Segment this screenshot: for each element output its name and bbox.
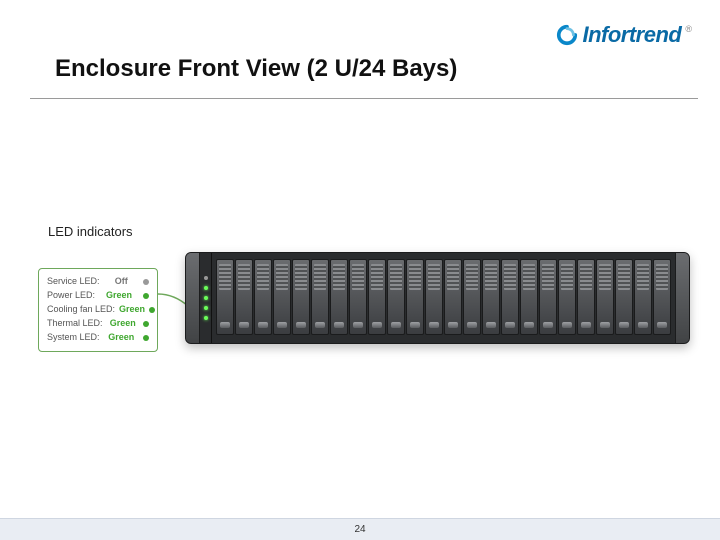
callout-row: Service LED: Off (47, 275, 149, 289)
drive-bay (368, 259, 386, 335)
callout-label: Thermal LED: (47, 317, 103, 331)
drive-bay (615, 259, 633, 335)
led-callout: Service LED:OffPower LED:GreenCooling fa… (38, 268, 158, 352)
footer-bar: 24 (0, 518, 720, 540)
callout-label: Power LED: (47, 289, 95, 303)
drive-bay (539, 259, 557, 335)
callout-dot-icon (149, 307, 155, 313)
enclosure-led-dot (204, 296, 208, 300)
brand-logo: Infortrend ® (556, 22, 692, 48)
drive-bay (596, 259, 614, 335)
drive-bay (577, 259, 595, 335)
callout-label: System LED: (47, 331, 100, 345)
drive-bay (311, 259, 329, 335)
drive-bay (444, 259, 462, 335)
callout-status: Green (106, 289, 132, 303)
callout-row: Power LED: Green (47, 289, 149, 303)
enclosure-led-dot (204, 276, 208, 280)
enclosure-led-dot (204, 286, 208, 290)
drive-bays (212, 253, 675, 343)
callout-row: System LED: Green (47, 331, 149, 345)
drive-bay (349, 259, 367, 335)
led-section-label: LED indicators (48, 224, 133, 239)
drive-bay (235, 259, 253, 335)
callout-label: Service LED: (47, 275, 100, 289)
enclosure-led-dot (204, 316, 208, 320)
callout-row: Thermal LED: Green (47, 317, 149, 331)
brand-registered: ® (685, 24, 692, 34)
callout-label: Cooling fan LED: (47, 303, 115, 317)
enclosure-led-column (200, 253, 212, 343)
drive-bay (387, 259, 405, 335)
drive-bay (653, 259, 671, 335)
enclosure-led-dot (204, 306, 208, 310)
callout-status: Off (115, 275, 128, 289)
callout-status: Green (110, 317, 136, 331)
title-divider (30, 98, 698, 99)
drive-bay (558, 259, 576, 335)
page-number: 24 (354, 524, 365, 535)
drive-bay (482, 259, 500, 335)
page-title: Enclosure Front View (2 U/24 Bays) (55, 55, 690, 93)
callout-dot-icon (143, 293, 149, 299)
enclosure (185, 252, 690, 344)
brand-name: Infortrend (582, 22, 681, 48)
drive-bay (425, 259, 443, 335)
callout-status: Green (119, 303, 145, 317)
drive-bay (273, 259, 291, 335)
drive-bay (501, 259, 519, 335)
drive-bay (406, 259, 424, 335)
rack-ear-right (675, 253, 689, 343)
callout-row: Cooling fan LED: Green (47, 303, 149, 317)
drive-bay (254, 259, 272, 335)
drive-bay (216, 259, 234, 335)
drive-bay (520, 259, 538, 335)
callout-dot-icon (143, 279, 149, 285)
drive-bay (463, 259, 481, 335)
callout-status: Green (108, 331, 134, 345)
rack-ear-left (186, 253, 200, 343)
drive-bay (292, 259, 310, 335)
brand-icon (556, 24, 578, 46)
callout-dot-icon (143, 335, 149, 341)
callout-dot-icon (143, 321, 149, 327)
drive-bay (330, 259, 348, 335)
drive-bay (634, 259, 652, 335)
